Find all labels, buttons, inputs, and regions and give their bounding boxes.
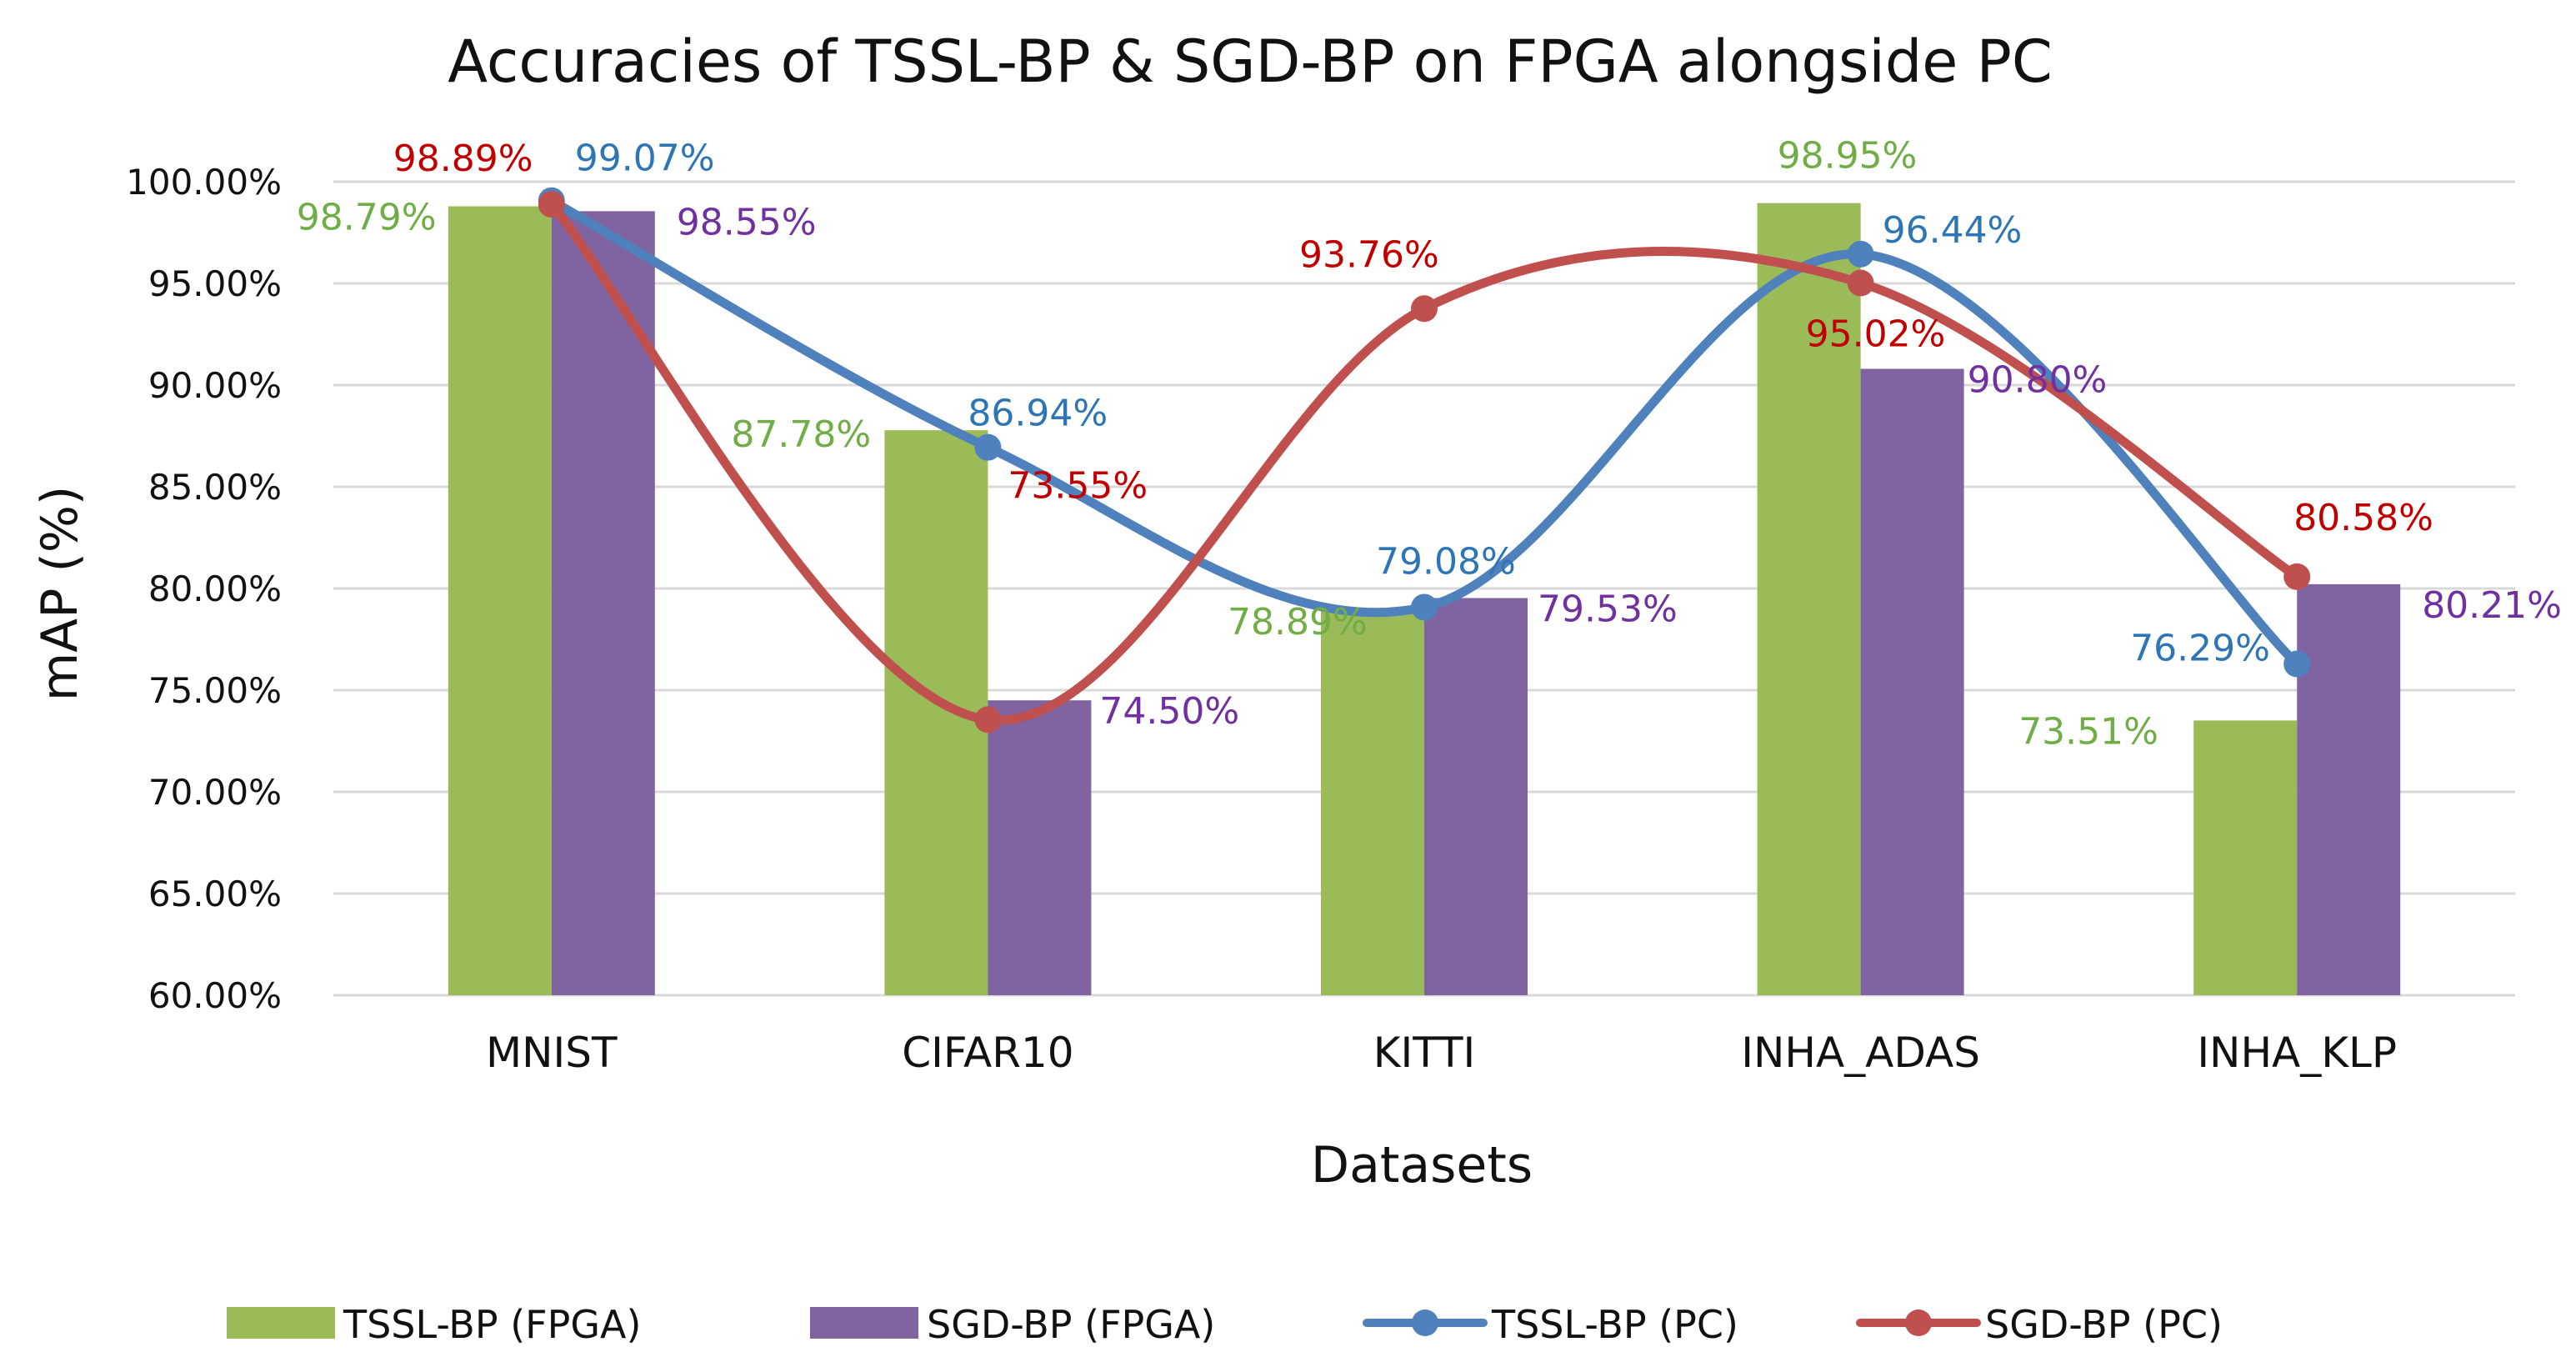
bar-sgd-fpga-inha-adas (1860, 368, 1964, 996)
data-label-tssl-fpga-mnist: 98.79% (297, 197, 437, 239)
data-label-tssl-pc-mnist: 99.07% (575, 138, 715, 180)
data-label-sgd-fpga-inha-adas: 90.80% (1968, 358, 2108, 401)
data-label-sgd-fpga-kitti: 79.53% (1538, 588, 1678, 630)
y-tick-label-3: 75.00% (148, 670, 282, 711)
axis-layer: 60.00% 65.00% 70.00% 75.00% 80.00% 85.00% 90.0… (126, 162, 2397, 1077)
data-label-tssl-fpga-inha-klp: 73.51% (2018, 710, 2158, 753)
y-axis-title: mAP (%) (31, 486, 89, 702)
data-label-tssl-pc-cifar10: 86.94% (968, 393, 1108, 435)
marker-tssl-pc-inha-klp (2283, 650, 2311, 678)
y-tick-label-2: 70.00% (148, 772, 282, 813)
y-tick-label-1: 65.00% (148, 874, 282, 914)
x-axis-title: Datasets (1311, 1136, 1533, 1194)
x-tick-label-inha-adas: INHA_ADAS (1741, 1029, 1980, 1077)
marker-sgd-pc-mnist (538, 191, 565, 218)
bar-sgd-fpga-inha-klp (2297, 583, 2401, 995)
data-label-tssl-pc-kitti: 79.08% (1376, 540, 1516, 583)
data-label-sgd-pc-mnist: 98.89% (393, 138, 533, 180)
x-tick-label-cifar10: CIFAR10 (902, 1029, 1073, 1077)
y-tick-label-0: 60.00% (148, 975, 282, 1016)
chart-title: Accuracies of TSSL-BP & SGD-BP on FPGA a… (448, 28, 2052, 96)
legend-swatch-tssl-fpga (227, 1307, 335, 1339)
grid-layer (333, 180, 2515, 997)
bar-tssl-fpga-mnist (448, 206, 552, 996)
y-tick-label-7: 95.00% (148, 263, 282, 304)
marker-sgd-pc-inha-klp (2283, 563, 2311, 590)
data-label-tssl-fpga-kitti: 78.89% (1228, 601, 1368, 643)
line-sgd-pc (547, 199, 2302, 725)
legend-label-tssl-fpga: TSSL-BP (FPGA) (343, 1302, 641, 1347)
x-tick-label-inha-klp: INHA_KLP (2197, 1029, 2397, 1077)
data-label-sgd-fpga-cifar10: 74.50% (1099, 690, 1239, 733)
label-layer: 98.79% 87.78% 78.89% 98.95% 73.51% 98.55% 74.5… (297, 135, 2562, 754)
bar-layer (448, 203, 2401, 996)
data-label-sgd-pc-inha-klp: 80.58% (2293, 497, 2433, 539)
data-label-tssl-fpga-cifar10: 87.78% (731, 413, 871, 456)
y-tick-label-4: 80.00% (148, 568, 282, 609)
data-label-tssl-pc-inha-klp: 76.29% (2130, 628, 2270, 670)
legend-swatch-sgd-fpga (810, 1307, 918, 1339)
marker-sgd-pc-inha-adas (1847, 269, 1874, 297)
bar-sgd-fpga-mnist (551, 211, 655, 995)
bar-sgd-fpga-cifar10 (988, 700, 1092, 995)
legend-marker-sgd-pc (1905, 1309, 1932, 1336)
data-label-tssl-fpga-inha-adas: 98.95% (1778, 135, 1918, 178)
x-tick-label-kitti: KITTI (1373, 1029, 1476, 1077)
data-label-sgd-pc-cifar10: 73.55% (1008, 464, 1148, 507)
y-tick-label-5: 85.00% (148, 467, 282, 508)
legend: TSSL-BP (FPGA) SGD-BP (FPGA) TSSL-BP (PC… (227, 1302, 2223, 1347)
marker-sgd-pc-cifar10 (974, 706, 1002, 734)
bar-tssl-fpga-inha-adas (1757, 203, 1861, 995)
data-label-sgd-pc-kitti: 93.76% (1299, 233, 1439, 276)
legend-marker-tssl-pc (1412, 1309, 1438, 1336)
legend-label-tssl-pc: TSSL-BP (PC) (1491, 1302, 1738, 1347)
marker-tssl-pc-cifar10 (974, 433, 1002, 461)
line-layer (538, 187, 2311, 734)
bar-tssl-fpga-inha-klp (2193, 720, 2298, 995)
y-tick-label-6: 90.00% (148, 365, 282, 406)
y-tick-label-8: 100.00% (126, 162, 282, 203)
data-label-sgd-fpga-inha-klp: 80.21% (2422, 584, 2562, 627)
data-label-tssl-pc-inha-adas: 96.44% (1883, 209, 2023, 252)
x-tick-label-mnist: MNIST (486, 1029, 618, 1077)
data-label-sgd-pc-inha-adas: 95.02% (1806, 313, 1946, 356)
legend-label-sgd-pc: SGD-BP (PC) (1985, 1302, 2223, 1347)
bar-sgd-fpga-kitti (1424, 598, 1528, 995)
marker-tssl-pc-inha-adas (1847, 240, 1874, 268)
line-tssl-pc (547, 196, 2302, 669)
bar-tssl-fpga-kitti (1321, 611, 1424, 995)
marker-sgd-pc-kitti (1411, 295, 1438, 323)
data-label-sgd-fpga-mnist: 98.55% (677, 201, 817, 243)
marker-tssl-pc-kitti (1411, 593, 1438, 621)
legend-label-sgd-fpga: SGD-BP (FPGA) (927, 1302, 1215, 1347)
